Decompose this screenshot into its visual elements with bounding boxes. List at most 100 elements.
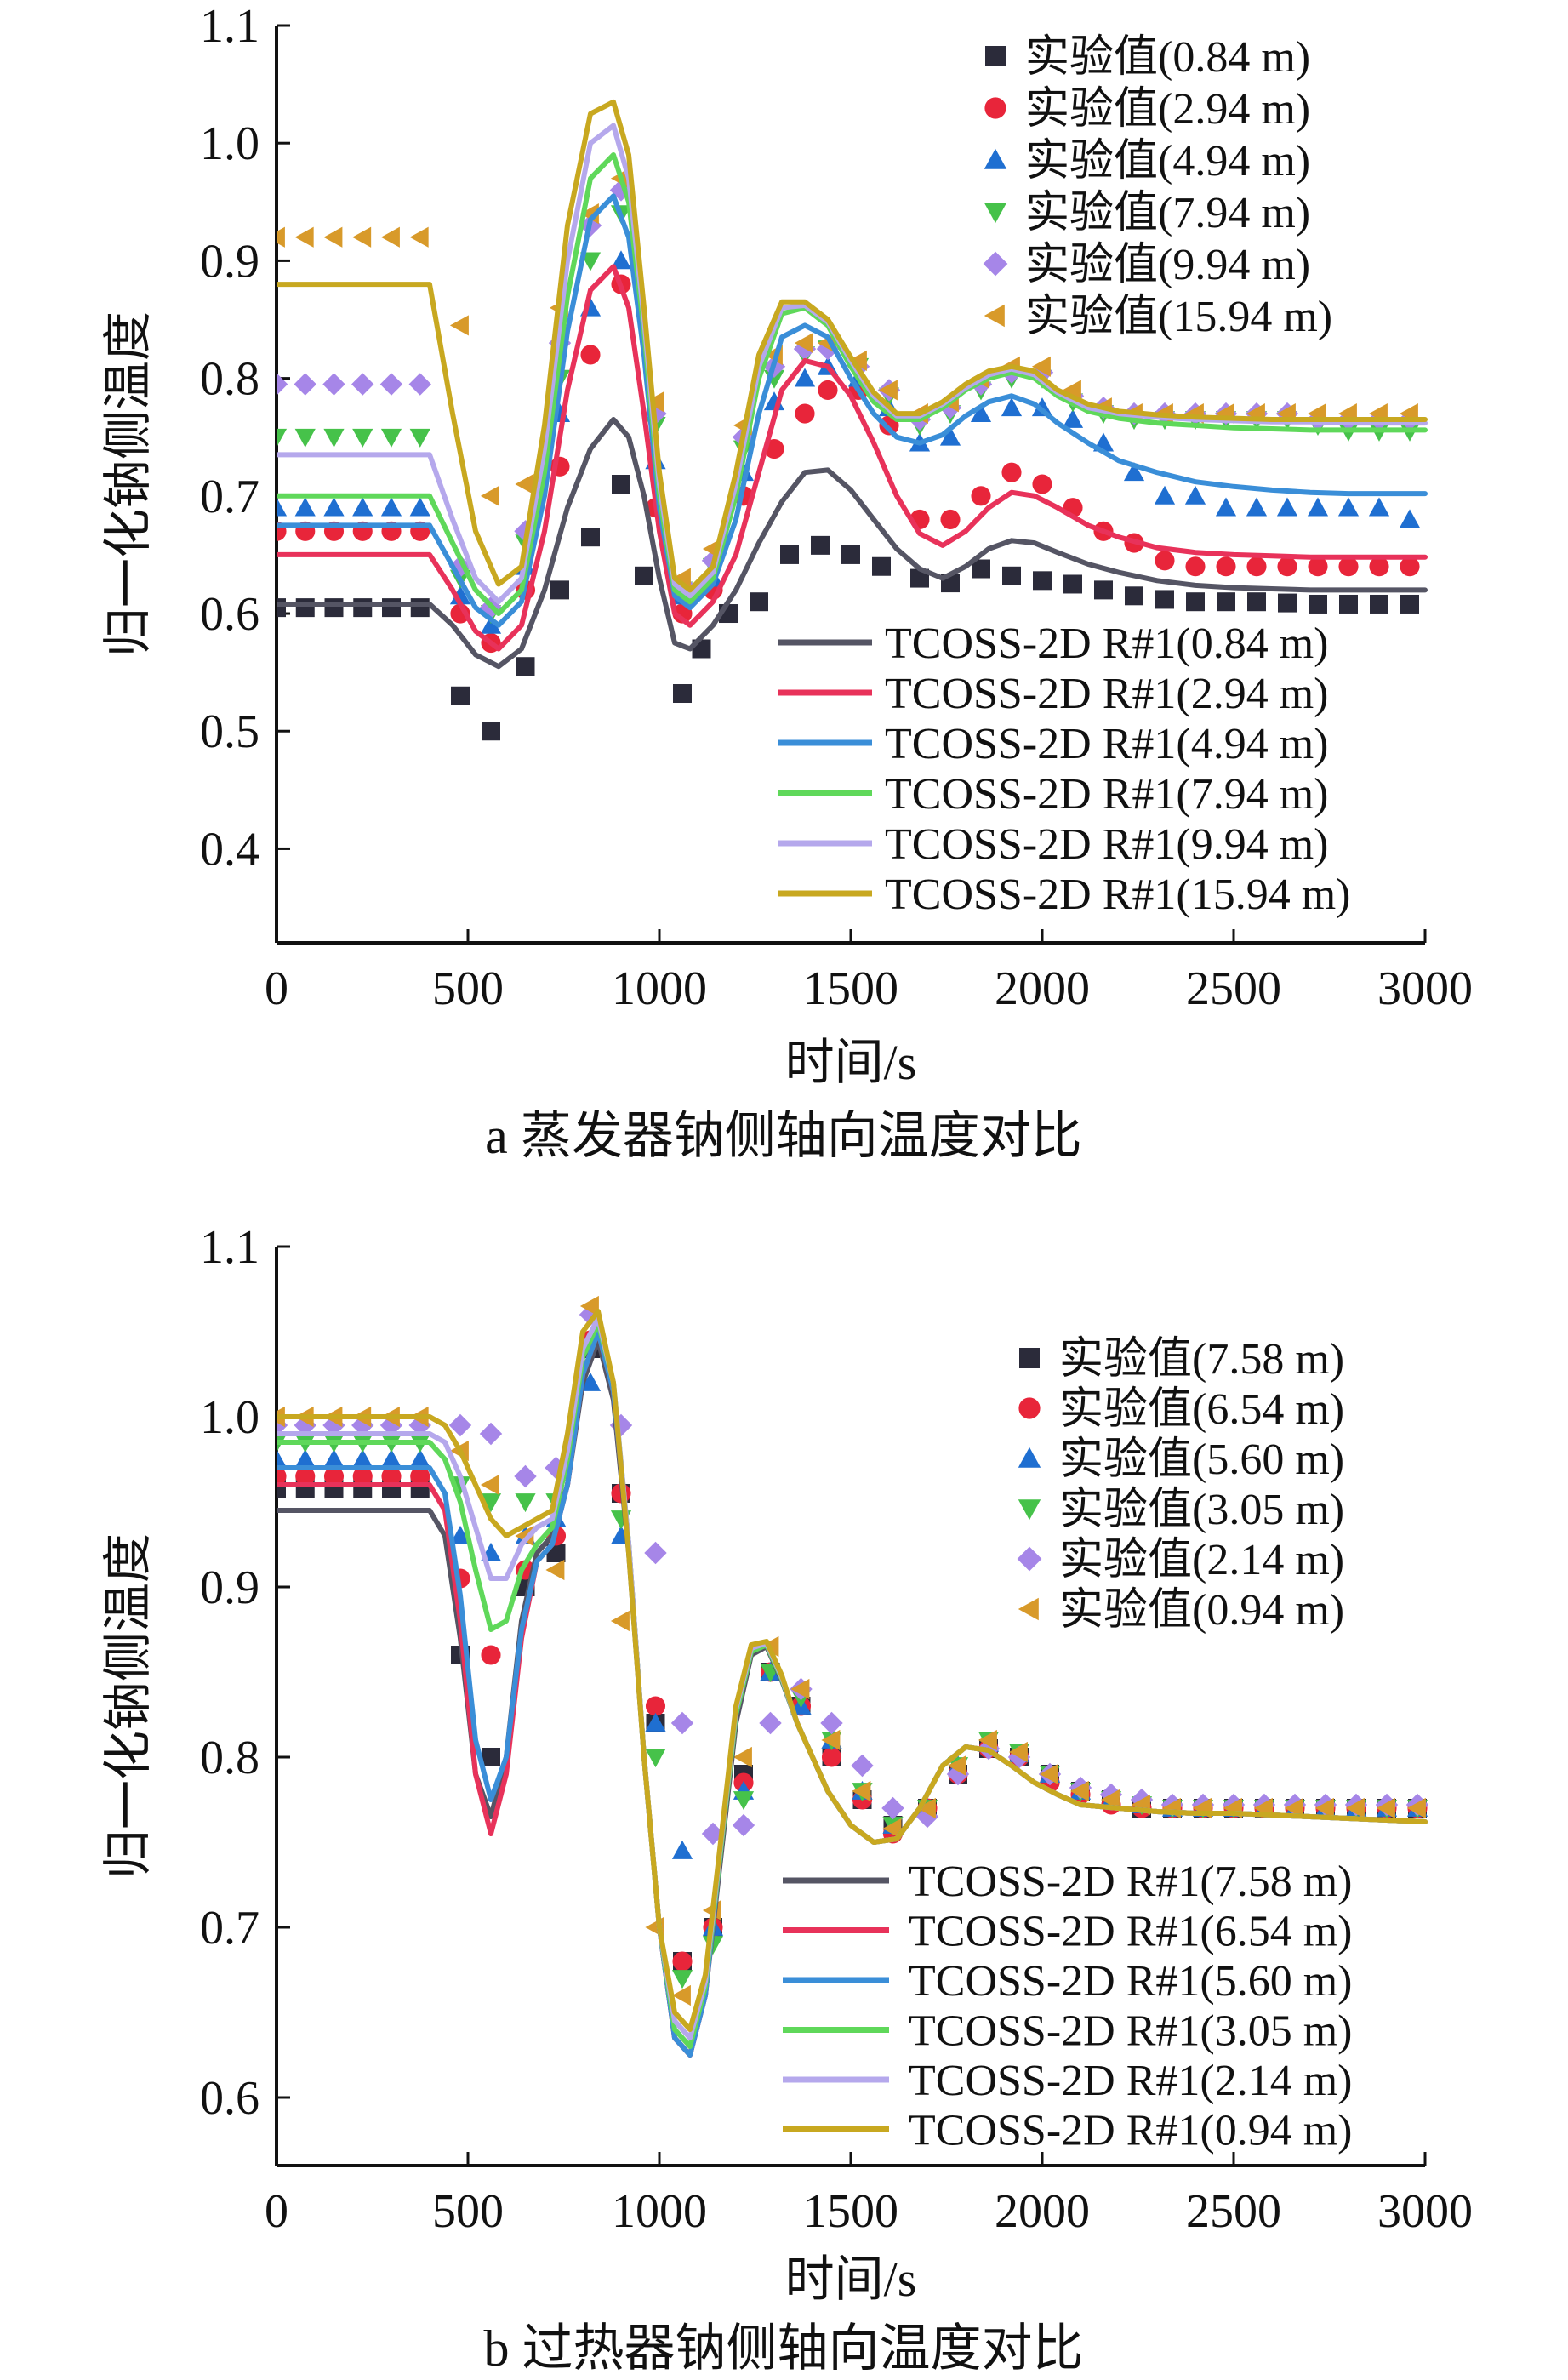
legend-label: 实验值(2.14 m) xyxy=(1059,1536,1344,1584)
data-point xyxy=(733,1746,752,1768)
data-point xyxy=(1155,551,1175,571)
legend-label: TCOSS-2D R#1(15.94 m) xyxy=(885,870,1350,919)
data-point xyxy=(671,1970,693,1989)
plot-area xyxy=(277,1295,1429,2058)
legend-marker-swatch xyxy=(984,97,1006,119)
data-point xyxy=(794,333,813,354)
legend-marker-swatch xyxy=(1019,1348,1040,1368)
legend-label: TCOSS-2D R#1(2.14 m) xyxy=(909,2057,1352,2105)
data-point xyxy=(277,226,285,248)
y-tick-label: 0.7 xyxy=(200,471,259,523)
data-point xyxy=(581,528,600,547)
legend-label: 实验值(0.84 m) xyxy=(1025,33,1310,82)
data-point xyxy=(750,592,768,612)
legend-label: TCOSS-2D R#1(3.05 m) xyxy=(909,2007,1352,2056)
data-point xyxy=(323,428,345,448)
legend-label: 实验值(4.94 m) xyxy=(1025,137,1310,185)
data-point xyxy=(1406,1797,1426,1819)
data-point xyxy=(277,373,288,396)
data-point xyxy=(1001,397,1023,417)
legend-label: TCOSS-2D R#1(7.58 m) xyxy=(909,1858,1352,1906)
series-line xyxy=(277,417,1428,670)
data-point xyxy=(1100,1789,1120,1811)
data-point xyxy=(1002,566,1021,585)
data-point xyxy=(381,1466,402,1487)
data-point xyxy=(579,1295,599,1317)
x-tick-label: 2000 xyxy=(995,2185,1090,2238)
data-point xyxy=(480,1493,502,1513)
y-tick-label: 0.6 xyxy=(200,2072,259,2125)
legend-marker-swatch xyxy=(984,304,1005,328)
data-point xyxy=(515,473,534,495)
data-point xyxy=(448,1413,472,1437)
x-tick-label: 3000 xyxy=(1377,2185,1473,2238)
legend-marker-swatch xyxy=(984,203,1007,224)
data-point xyxy=(353,598,373,618)
data-point xyxy=(1284,1797,1303,1819)
legend-label: 实验值(15.94 m) xyxy=(1025,293,1332,341)
data-point xyxy=(872,556,891,576)
legend-label: TCOSS-2D R#1(9.94 m) xyxy=(885,820,1328,869)
data-point xyxy=(732,1813,755,1837)
legend-marker-swatch xyxy=(983,251,1008,277)
series-line xyxy=(277,99,1428,593)
data-point xyxy=(851,1754,874,1778)
data-point xyxy=(1399,509,1421,528)
data-point xyxy=(277,1466,287,1487)
data-point xyxy=(701,1822,725,1846)
y-tick-label: 0.4 xyxy=(200,823,259,876)
data-point xyxy=(635,566,653,585)
data-point xyxy=(946,1762,970,1786)
data-point xyxy=(1369,556,1389,577)
data-point xyxy=(323,497,345,517)
data-point xyxy=(380,226,400,248)
data-point xyxy=(379,373,403,396)
data-point xyxy=(449,1525,471,1544)
data-point xyxy=(852,1780,871,1802)
data-point xyxy=(382,598,401,618)
legend-label: 实验值(6.54 m) xyxy=(1059,1385,1344,1434)
data-point xyxy=(380,428,402,448)
data-point xyxy=(352,1466,373,1487)
legend-label: 实验值(9.94 m) xyxy=(1025,241,1310,289)
x-tick-label: 2500 xyxy=(1186,962,1281,1015)
legend-label: TCOSS-2D R#1(2.94 m) xyxy=(885,670,1328,718)
y-tick-label: 0.9 xyxy=(200,1561,259,1614)
data-point xyxy=(610,1610,630,1632)
legend-label: TCOSS-2D R#1(5.60 m) xyxy=(909,1957,1352,2006)
legend-marker-swatch xyxy=(984,148,1007,169)
legend-marker-swatch xyxy=(1018,1499,1041,1521)
data-point xyxy=(1308,556,1328,577)
data-point xyxy=(882,1818,902,1840)
data-point xyxy=(1338,556,1359,577)
data-point xyxy=(1337,497,1360,517)
data-point xyxy=(759,1711,782,1735)
data-point xyxy=(323,226,343,248)
data-point xyxy=(324,598,344,618)
data-point xyxy=(1400,556,1420,577)
data-point xyxy=(733,1791,755,1811)
data-point xyxy=(409,428,430,448)
data-point xyxy=(1155,590,1174,609)
data-point xyxy=(939,426,961,446)
data-point xyxy=(672,1951,693,1972)
legend-marker-swatch xyxy=(1018,1597,1039,1621)
y-tick-label: 1.1 xyxy=(200,0,259,53)
data-point xyxy=(479,1422,503,1446)
legend-marker-swatch xyxy=(1018,1397,1041,1419)
data-point xyxy=(482,722,500,741)
data-point xyxy=(671,1984,691,2006)
data-point xyxy=(1314,1797,1334,1819)
data-point xyxy=(410,598,430,618)
y-tick-label: 1.1 xyxy=(200,1221,259,1274)
data-point xyxy=(516,657,535,676)
data-point xyxy=(322,373,345,396)
data-point xyxy=(671,1840,693,1859)
x-tick-label: 1500 xyxy=(803,2185,898,2238)
data-point xyxy=(1276,497,1298,517)
data-point xyxy=(1246,497,1268,517)
data-point xyxy=(294,497,316,517)
legend-label: TCOSS-2D R#1(7.94 m) xyxy=(885,770,1328,819)
data-point xyxy=(645,1712,666,1732)
